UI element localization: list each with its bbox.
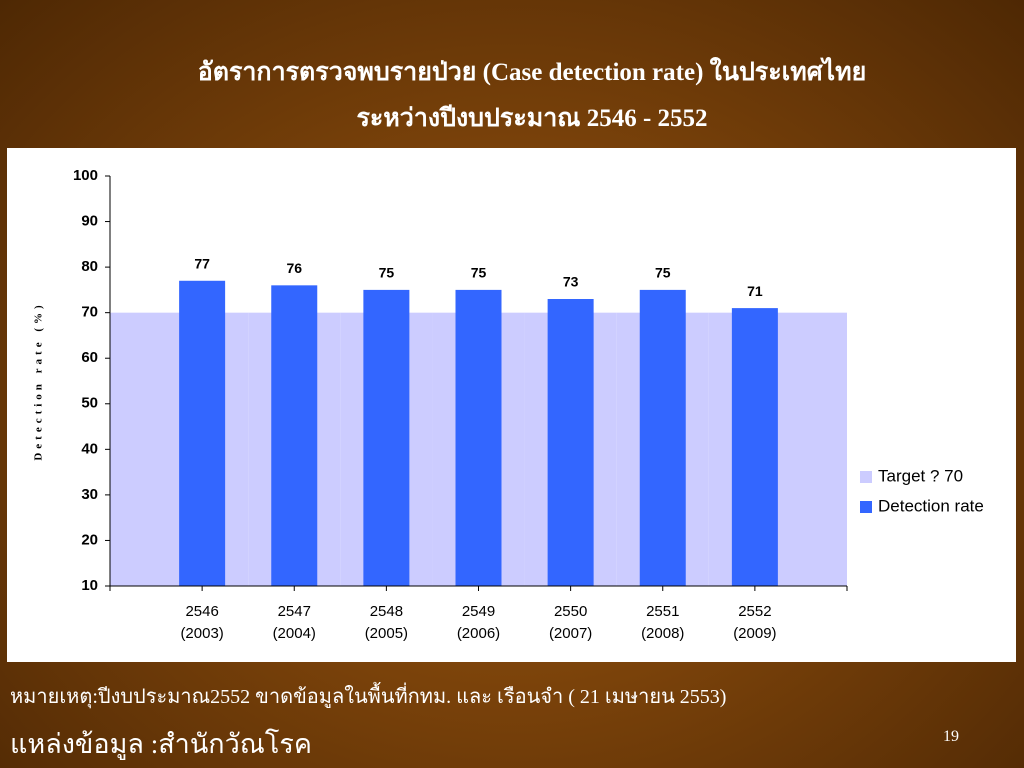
x-tick-label: 2547 (2004) — [273, 603, 316, 642]
x-tick-label-line: 2549 — [462, 603, 495, 620]
data-label: 75 — [379, 265, 395, 281]
legend-swatch — [860, 501, 872, 513]
page-number: 19 — [943, 728, 959, 745]
title-line: อัตราการตรวจพบรายป่วย (Case detection ra… — [197, 59, 867, 86]
x-tick-label-line: 2546 — [185, 603, 218, 620]
y-axis-label: Detection rate (%) — [33, 301, 45, 460]
bar — [455, 289, 502, 586]
y-tick-label: 20 — [81, 531, 98, 548]
x-tick-label: 2549 (2006) — [457, 603, 500, 642]
x-tick-label-line: (2006) — [457, 625, 500, 642]
title-line: ระหว่างปีงบประมาณ 2546 - 2552 — [356, 105, 708, 132]
data-label: 71 — [747, 283, 763, 299]
x-tick-label-line: (2007) — [549, 625, 592, 642]
x-tick-label: 2548 (2005) — [365, 603, 408, 642]
x-tick-label: 2546 (2003) — [180, 603, 223, 642]
y-tick-label: 50 — [81, 395, 98, 412]
data-label: 73 — [563, 274, 579, 290]
x-tick-label-line: (2008) — [641, 625, 684, 642]
x-tick-label-line: 2551 — [646, 603, 679, 620]
source: แหล่งข้อมูล :สำนักวัณโรค — [10, 729, 312, 759]
legend-swatch — [860, 471, 872, 483]
legend-label: Detection rate — [878, 496, 984, 515]
bar — [639, 289, 686, 586]
data-label: 75 — [655, 265, 671, 281]
y-tick-label: 70 — [81, 304, 98, 321]
chart: 77 76 75 75 73 75 71 10 20 30 40 50 60 70 80 90 100 2546 (… — [7, 148, 1016, 662]
x-tick-label-line: (2005) — [365, 625, 408, 642]
x-tick-label-line: (2003) — [180, 625, 223, 642]
x-tick-label-line: (2009) — [733, 625, 776, 642]
y-tick-label: 80 — [81, 258, 98, 275]
x-tick-label-line: 2548 — [370, 603, 403, 620]
bar — [363, 289, 410, 586]
footnote: หมายเหตุ:ปีงบประมาณ2552 ขาดข้อมูลในพื้นท… — [10, 686, 727, 708]
y-tick-label: 60 — [81, 349, 98, 366]
x-tick-label-line: 2550 — [554, 603, 587, 620]
x-tick-label: 2550 (2007) — [549, 603, 592, 642]
y-tick-label: 40 — [81, 440, 98, 457]
y-tick-label: 30 — [81, 486, 98, 503]
x-tick-label: 2551 (2008) — [641, 603, 684, 642]
x-tick-label-line: 2552 — [738, 603, 771, 620]
bar — [547, 299, 594, 586]
legend-label: Target ? 70 — [878, 466, 963, 485]
data-label: 77 — [194, 255, 210, 271]
x-tick-label-line: 2547 — [278, 603, 311, 620]
data-label: 75 — [471, 265, 487, 281]
bar — [271, 285, 318, 586]
data-label: 76 — [286, 260, 302, 276]
y-tick-label: 90 — [81, 213, 98, 230]
y-tick-label: 100 — [73, 167, 98, 184]
y-tick-label: 10 — [81, 577, 98, 594]
target-band — [708, 312, 847, 586]
x-tick-label-line: (2004) — [273, 625, 316, 642]
bar — [731, 308, 778, 586]
target-band — [110, 312, 249, 586]
bar — [179, 280, 226, 586]
x-tick-label: 2552 (2009) — [733, 603, 776, 642]
